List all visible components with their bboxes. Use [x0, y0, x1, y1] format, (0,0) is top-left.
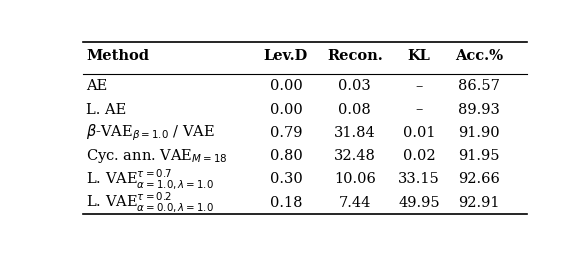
Text: 0.00: 0.00 — [269, 103, 302, 117]
Text: 0.08: 0.08 — [338, 103, 371, 117]
Text: 33.15: 33.15 — [398, 172, 440, 186]
Text: 0.02: 0.02 — [403, 149, 436, 163]
Text: 0.01: 0.01 — [403, 126, 436, 140]
Text: KL: KL — [407, 49, 430, 63]
Text: L. AE: L. AE — [86, 103, 126, 117]
Text: 10.06: 10.06 — [334, 172, 376, 186]
Text: 31.84: 31.84 — [334, 126, 376, 140]
Text: 91.90: 91.90 — [458, 126, 500, 140]
Text: $\beta$-VAE$_{\beta=1.0}$ / VAE: $\beta$-VAE$_{\beta=1.0}$ / VAE — [86, 122, 215, 143]
Text: 0.30: 0.30 — [269, 172, 302, 186]
Text: –: – — [416, 103, 423, 117]
Text: Lev.D: Lev.D — [264, 49, 308, 63]
Text: –: – — [416, 79, 423, 93]
Text: 0.80: 0.80 — [269, 149, 302, 163]
Text: Recon.: Recon. — [327, 49, 383, 63]
Text: AE: AE — [86, 79, 108, 93]
Text: 86.57: 86.57 — [458, 79, 500, 93]
Text: 0.18: 0.18 — [270, 196, 302, 210]
Text: Cyc. ann. VAE$_{M=18}$: Cyc. ann. VAE$_{M=18}$ — [86, 147, 228, 165]
Text: 0.03: 0.03 — [338, 79, 371, 93]
Text: Method: Method — [86, 49, 149, 63]
Text: 0.79: 0.79 — [270, 126, 302, 140]
Text: 89.93: 89.93 — [458, 103, 500, 117]
Text: 7.44: 7.44 — [339, 196, 371, 210]
Text: 49.95: 49.95 — [398, 196, 440, 210]
Text: 91.95: 91.95 — [459, 149, 500, 163]
Text: L. VAE$^{\tau=0.2}_{\alpha=0.0,\lambda=1.0}$: L. VAE$^{\tau=0.2}_{\alpha=0.0,\lambda=1… — [86, 191, 214, 214]
Text: Acc.%: Acc.% — [455, 49, 503, 63]
Text: 0.00: 0.00 — [269, 79, 302, 93]
Text: 92.91: 92.91 — [459, 196, 500, 210]
Text: 92.66: 92.66 — [458, 172, 500, 186]
Text: 32.48: 32.48 — [334, 149, 376, 163]
Text: L. VAE$^{\tau=0.7}_{\alpha=1.0,\lambda=1.0}$: L. VAE$^{\tau=0.7}_{\alpha=1.0,\lambda=1… — [86, 168, 214, 191]
